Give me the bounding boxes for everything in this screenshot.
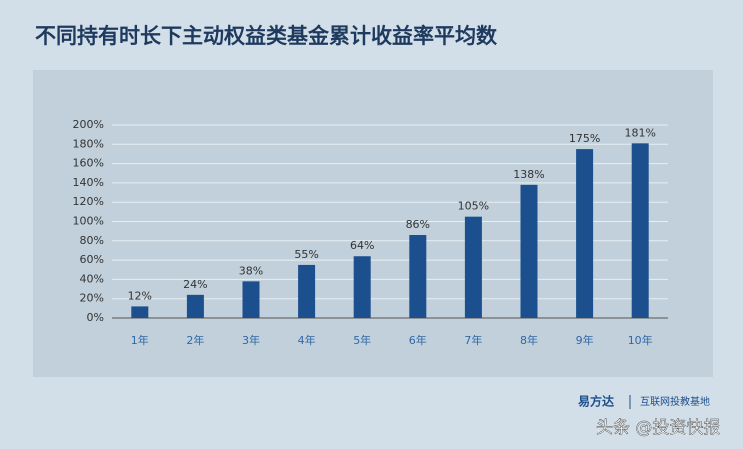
bar xyxy=(464,216,482,318)
y-tick-label: 140% xyxy=(73,176,104,189)
bar xyxy=(520,184,538,318)
x-tick-label: 3年 xyxy=(242,333,260,347)
y-tick-label: 60% xyxy=(80,253,104,266)
y-tick-label: 120% xyxy=(73,195,104,208)
value-label: 175% xyxy=(569,132,600,145)
x-tick-label: 7年 xyxy=(464,333,482,347)
x-tick-label: 4年 xyxy=(298,333,316,347)
x-tick-label: 10年 xyxy=(628,333,653,347)
bar xyxy=(242,281,260,318)
x-tick-label: 6年 xyxy=(409,333,427,347)
value-label: 24% xyxy=(183,278,207,291)
bar xyxy=(186,294,204,318)
y-tick-label: 160% xyxy=(73,157,104,170)
x-tick-label: 1年 xyxy=(131,333,149,347)
brand: 易方达 xyxy=(578,394,614,409)
value-label: 86% xyxy=(406,218,430,231)
x-tick-label: 2年 xyxy=(186,333,204,347)
y-tick-label: 0% xyxy=(87,311,104,324)
bar xyxy=(131,306,149,318)
value-label: 38% xyxy=(239,264,263,277)
y-tick-label: 180% xyxy=(73,137,104,150)
value-label: 181% xyxy=(624,126,655,139)
plot-panel xyxy=(33,70,713,377)
bar xyxy=(298,264,316,318)
bar xyxy=(576,149,594,318)
y-tick-label: 80% xyxy=(80,234,104,247)
chart-title: 不同持有时长下主动权益类基金累计收益率平均数 xyxy=(35,24,498,48)
tagline: 互联网投教基地 xyxy=(640,395,710,408)
value-label: 64% xyxy=(350,239,374,252)
y-tick-label: 100% xyxy=(73,215,104,228)
x-tick-label: 8年 xyxy=(520,333,538,347)
value-label: 12% xyxy=(128,289,152,302)
bar xyxy=(409,235,427,318)
watermark: 头条 @投资快报 xyxy=(596,418,720,438)
x-tick-label: 9年 xyxy=(576,333,594,347)
y-tick-label: 20% xyxy=(80,292,104,305)
x-tick-label: 5年 xyxy=(353,333,371,347)
bar xyxy=(353,256,371,318)
y-tick-label: 200% xyxy=(73,118,104,131)
bar xyxy=(631,143,649,318)
value-label: 138% xyxy=(513,168,544,181)
y-tick-label: 40% xyxy=(80,272,104,285)
value-label: 105% xyxy=(458,200,489,213)
value-label: 55% xyxy=(294,248,318,261)
